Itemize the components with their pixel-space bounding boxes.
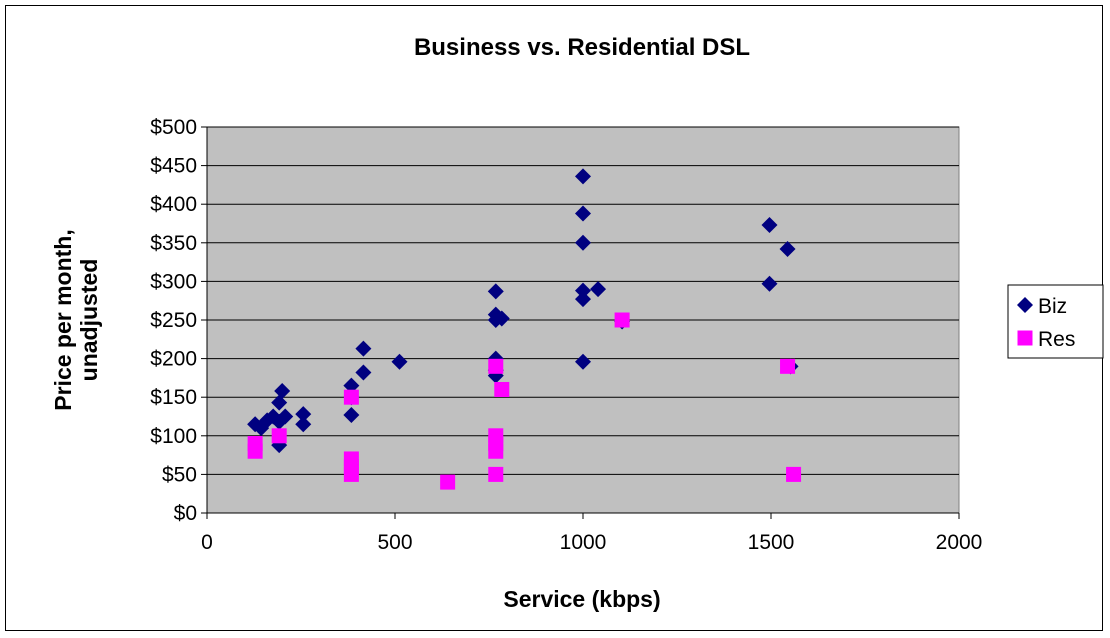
biz-point [274, 383, 291, 400]
x-tick-label: 500 [377, 531, 412, 554]
x-tick-label: 2000 [936, 531, 983, 554]
biz-point [391, 353, 408, 370]
y-tick-label: $400 [150, 193, 197, 216]
biz-point [493, 310, 510, 327]
res-point [488, 466, 504, 482]
biz-point [271, 394, 288, 411]
legend-biz-marker [1017, 297, 1033, 313]
y-tick-label: $50 [162, 463, 197, 486]
res-point [488, 443, 504, 459]
res-point [271, 428, 287, 444]
res-point [786, 466, 802, 482]
biz-point [761, 217, 778, 234]
y-axis-title-line-2: unadjusted [76, 259, 102, 382]
y-tick-label: $450 [150, 155, 197, 178]
axes [201, 126, 960, 519]
y-tick-label: $350 [150, 232, 197, 255]
biz-point [355, 340, 372, 357]
biz-point [343, 406, 360, 423]
legend: Biz Res [1007, 284, 1104, 359]
res-point [440, 474, 456, 490]
biz-point [355, 364, 372, 381]
res-point [780, 358, 796, 374]
biz-point [575, 291, 591, 308]
biz-point [575, 234, 591, 251]
res-point [614, 312, 630, 328]
biz-point [761, 275, 778, 292]
y-tick-label: $500 [150, 116, 197, 139]
x-axis-title: Service (kbps) [503, 586, 660, 612]
legend-biz-label: Biz [1038, 295, 1067, 318]
chart-title: Business vs. Residential DSL [414, 34, 750, 61]
biz-point [295, 406, 312, 423]
biz-point [295, 416, 312, 433]
biz-point [575, 168, 591, 185]
y-axis-title-line-1: Price per month, [50, 229, 76, 410]
res-point [343, 466, 359, 482]
legend-res-marker [1017, 330, 1033, 346]
biz-point [277, 408, 294, 425]
legend-box [1007, 284, 1104, 359]
biz-point [343, 377, 360, 394]
x-tick-label: 1000 [560, 531, 607, 554]
y-axis-title: Price per month, unadjusted [50, 229, 102, 410]
y-tick-label: $200 [150, 348, 197, 371]
data-points [247, 168, 802, 490]
biz-point [575, 282, 591, 299]
y-tick-label: $150 [150, 386, 197, 409]
gridlines [207, 126, 959, 475]
biz-point [487, 283, 504, 300]
res-point [488, 358, 504, 374]
legend-res-label: Res [1038, 328, 1075, 351]
res-point [494, 381, 510, 397]
biz-point [590, 281, 607, 298]
x-tick-labels: 0 500 1000 1500 2000 [201, 531, 982, 554]
y-tick-label: $100 [150, 425, 197, 448]
x-tick-label: 1500 [748, 531, 795, 554]
biz-point [575, 353, 591, 370]
y-tick-labels: $0 $50 $100 $150 $200 $250 $300 $350 $400 $450 $50… [150, 116, 197, 525]
y-tick-label: $0 [174, 502, 197, 525]
res-point [247, 443, 263, 459]
y-tick-label: $300 [150, 270, 197, 293]
series-res [247, 312, 802, 490]
x-tick-label: 0 [201, 531, 213, 554]
biz-point [779, 240, 796, 257]
y-tick-label: $250 [150, 309, 197, 332]
biz-point [575, 205, 591, 222]
res-point [343, 389, 359, 405]
